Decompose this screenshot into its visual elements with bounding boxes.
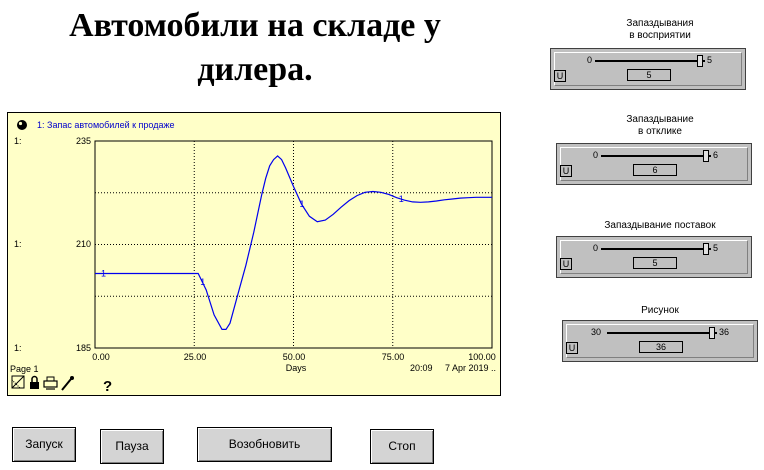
x-tick-label: 0.00 bbox=[92, 352, 110, 362]
slider-value[interactable]: 5 bbox=[627, 69, 671, 81]
x-tick-label: 100.00 bbox=[468, 352, 496, 362]
y-axis-marker: 1: bbox=[14, 343, 22, 353]
slider-track[interactable] bbox=[595, 60, 705, 62]
lock-icon[interactable] bbox=[30, 375, 39, 390]
page-label: Page 1 bbox=[10, 364, 39, 374]
scale-icon[interactable] bbox=[11, 375, 25, 389]
slider-label-text: Рисунок bbox=[641, 305, 679, 316]
slider-max: 5 bbox=[713, 243, 719, 253]
pause-button[interactable]: Пауза bbox=[100, 429, 164, 464]
stop-button[interactable]: Стоп bbox=[370, 429, 434, 464]
slider-frame bbox=[554, 52, 742, 86]
slider-handle[interactable] bbox=[697, 55, 703, 67]
title-line-1: Автомобили на складе у bbox=[69, 7, 441, 44]
series-label: 1: Запас автомобилей к продаже bbox=[37, 120, 175, 130]
slider-label-perception-delay: Запаздывания в восприятии bbox=[600, 18, 720, 42]
wand-icon[interactable] bbox=[61, 376, 74, 391]
slider-min: 0 bbox=[593, 150, 599, 160]
slider-track[interactable] bbox=[601, 155, 711, 157]
y-tick-label: 185 bbox=[76, 343, 91, 353]
slider-label-text: Запаздывания в восприятии bbox=[626, 18, 694, 41]
y-tick-label: 235 bbox=[76, 136, 91, 146]
x-tick-label: 50.00 bbox=[283, 352, 306, 362]
slider-supply-delay[interactable]: 0 5 U 5 bbox=[556, 236, 752, 278]
slider-max: 36 bbox=[719, 327, 730, 337]
slider-min: 0 bbox=[587, 55, 593, 65]
slider-min: 0 bbox=[593, 243, 599, 253]
slider-value[interactable]: 6 bbox=[633, 164, 677, 176]
slider-u-button[interactable]: U bbox=[560, 258, 572, 270]
time-label: 20:09 bbox=[410, 363, 433, 373]
slider-label-supply-delay: Запаздывание поставок bbox=[590, 220, 730, 232]
x-tick-label: 75.00 bbox=[382, 352, 405, 362]
slider-response-delay[interactable]: 0 6 U 6 bbox=[556, 143, 752, 185]
run-button[interactable]: Запуск bbox=[12, 427, 76, 462]
grid bbox=[95, 141, 492, 348]
slider-picture[interactable]: 30 36 U 36 bbox=[562, 320, 758, 362]
slider-max: 6 bbox=[713, 150, 719, 160]
slider-value[interactable]: 36 bbox=[639, 341, 683, 353]
help-icon[interactable]: ? bbox=[103, 378, 112, 395]
slider-u-button[interactable]: U bbox=[560, 165, 572, 177]
series-markers: 1 1 1 1 bbox=[101, 194, 404, 287]
slider-label-response-delay: Запаздывание в отклике bbox=[600, 114, 720, 138]
slider-frame bbox=[566, 324, 754, 358]
title-line-2: дилера. bbox=[197, 51, 313, 88]
slider-handle[interactable] bbox=[703, 150, 709, 162]
y-axis-marker: 1: bbox=[14, 239, 22, 249]
slider-label-text: Запаздывание в отклике bbox=[626, 114, 694, 137]
slider-label-picture: Рисунок bbox=[600, 305, 720, 317]
series-marker: 1 bbox=[101, 268, 106, 278]
slider-track[interactable] bbox=[601, 248, 711, 250]
pin-icon[interactable] bbox=[17, 120, 27, 130]
slider-handle[interactable] bbox=[709, 327, 715, 339]
slider-value[interactable]: 5 bbox=[633, 257, 677, 269]
slider-u-button[interactable]: U bbox=[554, 70, 566, 82]
x-axis-label: Days bbox=[286, 363, 307, 373]
page-title: Автомобили на складе у дилера. bbox=[40, 4, 470, 92]
slider-frame bbox=[560, 240, 748, 274]
slider-track[interactable] bbox=[607, 332, 717, 334]
graph-panel[interactable]: 1: Запас автомобилей к продаже 1: 1: 1: … bbox=[7, 112, 501, 396]
slider-min: 30 bbox=[591, 327, 602, 337]
slider-u-button[interactable]: U bbox=[566, 342, 578, 354]
line-chart: 1: Запас автомобилей к продаже 1: 1: 1: … bbox=[10, 120, 496, 395]
x-tick-label: 25.00 bbox=[184, 352, 207, 362]
print-icon[interactable] bbox=[43, 376, 58, 390]
y-axis-marker: 1: bbox=[14, 136, 22, 146]
series-marker: 1 bbox=[299, 199, 304, 209]
series-marker: 1 bbox=[399, 194, 404, 204]
slider-handle[interactable] bbox=[703, 243, 709, 255]
y-tick-label: 210 bbox=[76, 239, 91, 249]
date-label: 7 Apr 2019 .. bbox=[445, 363, 496, 373]
slider-frame bbox=[560, 147, 748, 181]
resume-button[interactable]: Возобновить bbox=[197, 427, 332, 462]
series-marker: 1 bbox=[200, 277, 205, 287]
series-line bbox=[95, 155, 492, 330]
slider-max: 5 bbox=[707, 55, 713, 65]
slider-perception-delay[interactable]: 0 5 U 5 bbox=[550, 48, 746, 90]
slider-label-text: Запаздывание поставок bbox=[604, 220, 716, 231]
